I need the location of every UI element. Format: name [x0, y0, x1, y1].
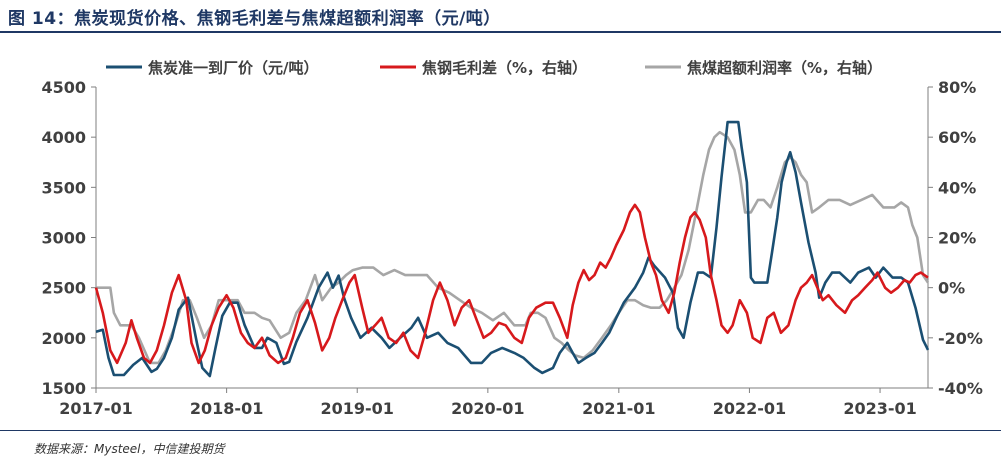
x-tick-label: 2017-01 — [59, 399, 132, 418]
right-tick-label: 40% — [938, 178, 976, 197]
source-note: 数据来源：Mysteel，中信建投期货 — [34, 442, 225, 456]
left-tick-label: 2000 — [41, 329, 86, 348]
right-tick-label: 0% — [938, 279, 965, 298]
left-tick-label: 2500 — [41, 279, 86, 298]
left-tick-label: 3000 — [41, 229, 86, 248]
series-line-1 — [95, 120, 930, 378]
x-tick-label: 2019-01 — [321, 399, 394, 418]
right-tick-label: -40% — [938, 379, 983, 398]
right-tick-label: 80% — [938, 78, 976, 97]
right-tick-label: 60% — [938, 128, 976, 147]
chart-plot-area — [94, 120, 930, 378]
left-tick-label: 4000 — [41, 128, 86, 147]
x-tick-label: 2023-01 — [843, 399, 916, 418]
legend-label-3: 焦煤超额利润率（%，右轴） — [686, 59, 882, 77]
title-rule — [0, 31, 1001, 33]
series-line-3 — [96, 130, 930, 365]
x-tick-label: 2018-01 — [190, 399, 263, 418]
source-rule — [0, 430, 1001, 431]
legend-label-1: 焦炭准一到厂价（元/吨） — [147, 59, 318, 77]
right-tick-label: 20% — [938, 229, 976, 248]
legend-label-2: 焦钢毛利差（%，右轴） — [421, 59, 587, 77]
chart-legend: 焦炭准一到厂价（元/吨） 焦钢毛利差（%，右轴） 焦煤超额利润率（%，右轴） — [106, 59, 882, 77]
figure-title: 图 14：焦炭现货价格、焦钢毛利差与焦煤超额利润率（元/吨） — [8, 9, 501, 29]
series-line-2 — [94, 203, 929, 365]
left-tick-label: 4500 — [41, 78, 86, 97]
chart-axes: 1500 2000 2500 3000 3500 4000 4500 -40% -20% 0% 20… — [41, 78, 982, 418]
right-tick-label: -20% — [938, 329, 983, 348]
left-tick-label: 1500 — [41, 379, 86, 398]
x-tick-label: 2020-01 — [451, 399, 524, 418]
x-tick-label: 2021-01 — [582, 399, 655, 418]
left-tick-label: 3500 — [41, 178, 86, 197]
x-tick-label: 2022-01 — [713, 399, 786, 418]
